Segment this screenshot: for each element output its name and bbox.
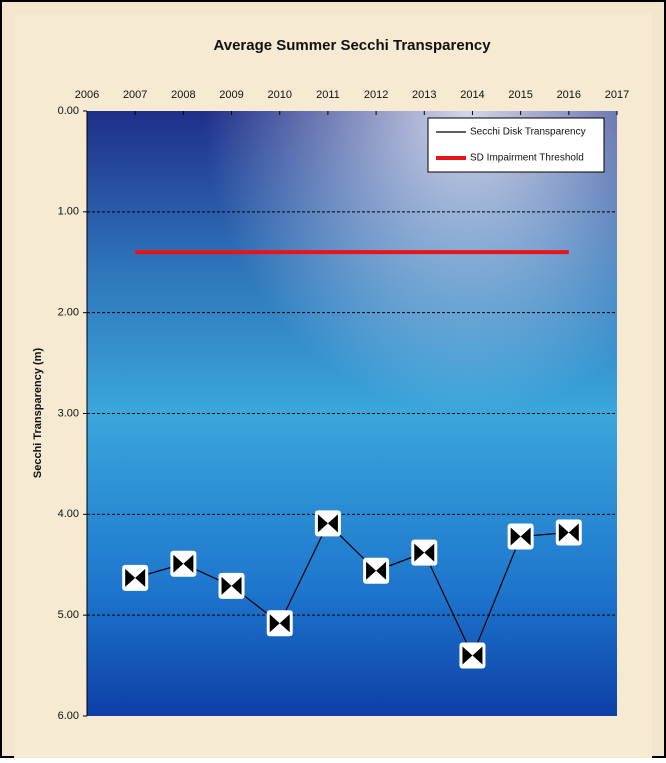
x-tick-label: 2016 bbox=[557, 89, 581, 101]
y-tick-label: 4.00 bbox=[58, 508, 79, 520]
data-point bbox=[459, 642, 486, 669]
x-tick-label: 2008 bbox=[171, 89, 195, 101]
marker-shape bbox=[510, 527, 531, 546]
y-tick-label: 3.00 bbox=[58, 407, 79, 419]
y-tick-label: 1.00 bbox=[58, 206, 79, 218]
y-tick-label: 0.00 bbox=[58, 105, 79, 117]
marker-shape bbox=[125, 568, 146, 587]
marker-shape bbox=[317, 514, 338, 533]
marker-shape bbox=[173, 554, 194, 573]
marker-shape bbox=[269, 614, 290, 633]
x-tick-label: 2009 bbox=[219, 89, 243, 101]
data-point bbox=[555, 519, 582, 546]
x-tick-label: 2007 bbox=[123, 89, 147, 101]
data-point bbox=[170, 550, 197, 577]
x-tick-label: 2017 bbox=[605, 89, 629, 101]
x-tick-label: 2011 bbox=[316, 89, 340, 101]
y-axis-label: Secchi Transparency (m) bbox=[32, 348, 44, 479]
y-tick-label: 6.00 bbox=[58, 710, 79, 722]
data-point bbox=[122, 564, 149, 591]
marker-shape bbox=[414, 543, 435, 562]
legend-label: SD Impairment Threshold bbox=[470, 153, 584, 164]
legend-box bbox=[427, 117, 605, 173]
legend-label: Secchi Disk Transparency bbox=[470, 127, 586, 138]
data-point bbox=[314, 510, 341, 537]
x-tick-label: 2006 bbox=[75, 89, 99, 101]
data-point bbox=[218, 572, 245, 599]
y-tick-label: 2.00 bbox=[58, 307, 79, 319]
data-point bbox=[363, 557, 390, 584]
data-point bbox=[266, 610, 293, 637]
data-point bbox=[507, 523, 534, 550]
series-line bbox=[135, 522, 569, 657]
x-tick-label: 2015 bbox=[508, 89, 532, 101]
x-tick-label: 2014 bbox=[460, 89, 484, 101]
marker-shape bbox=[558, 523, 579, 542]
marker-shape bbox=[221, 576, 242, 595]
marker-shape bbox=[462, 646, 483, 665]
x-tick-label: 2010 bbox=[267, 89, 291, 101]
chart-title: Average Summer Secchi Transparency bbox=[213, 37, 491, 54]
data-point bbox=[411, 539, 438, 566]
y-tick-label: 5.00 bbox=[58, 609, 79, 621]
marker-shape bbox=[366, 561, 387, 580]
x-tick-label: 2013 bbox=[412, 89, 436, 101]
x-tick-label: 2012 bbox=[364, 89, 388, 101]
